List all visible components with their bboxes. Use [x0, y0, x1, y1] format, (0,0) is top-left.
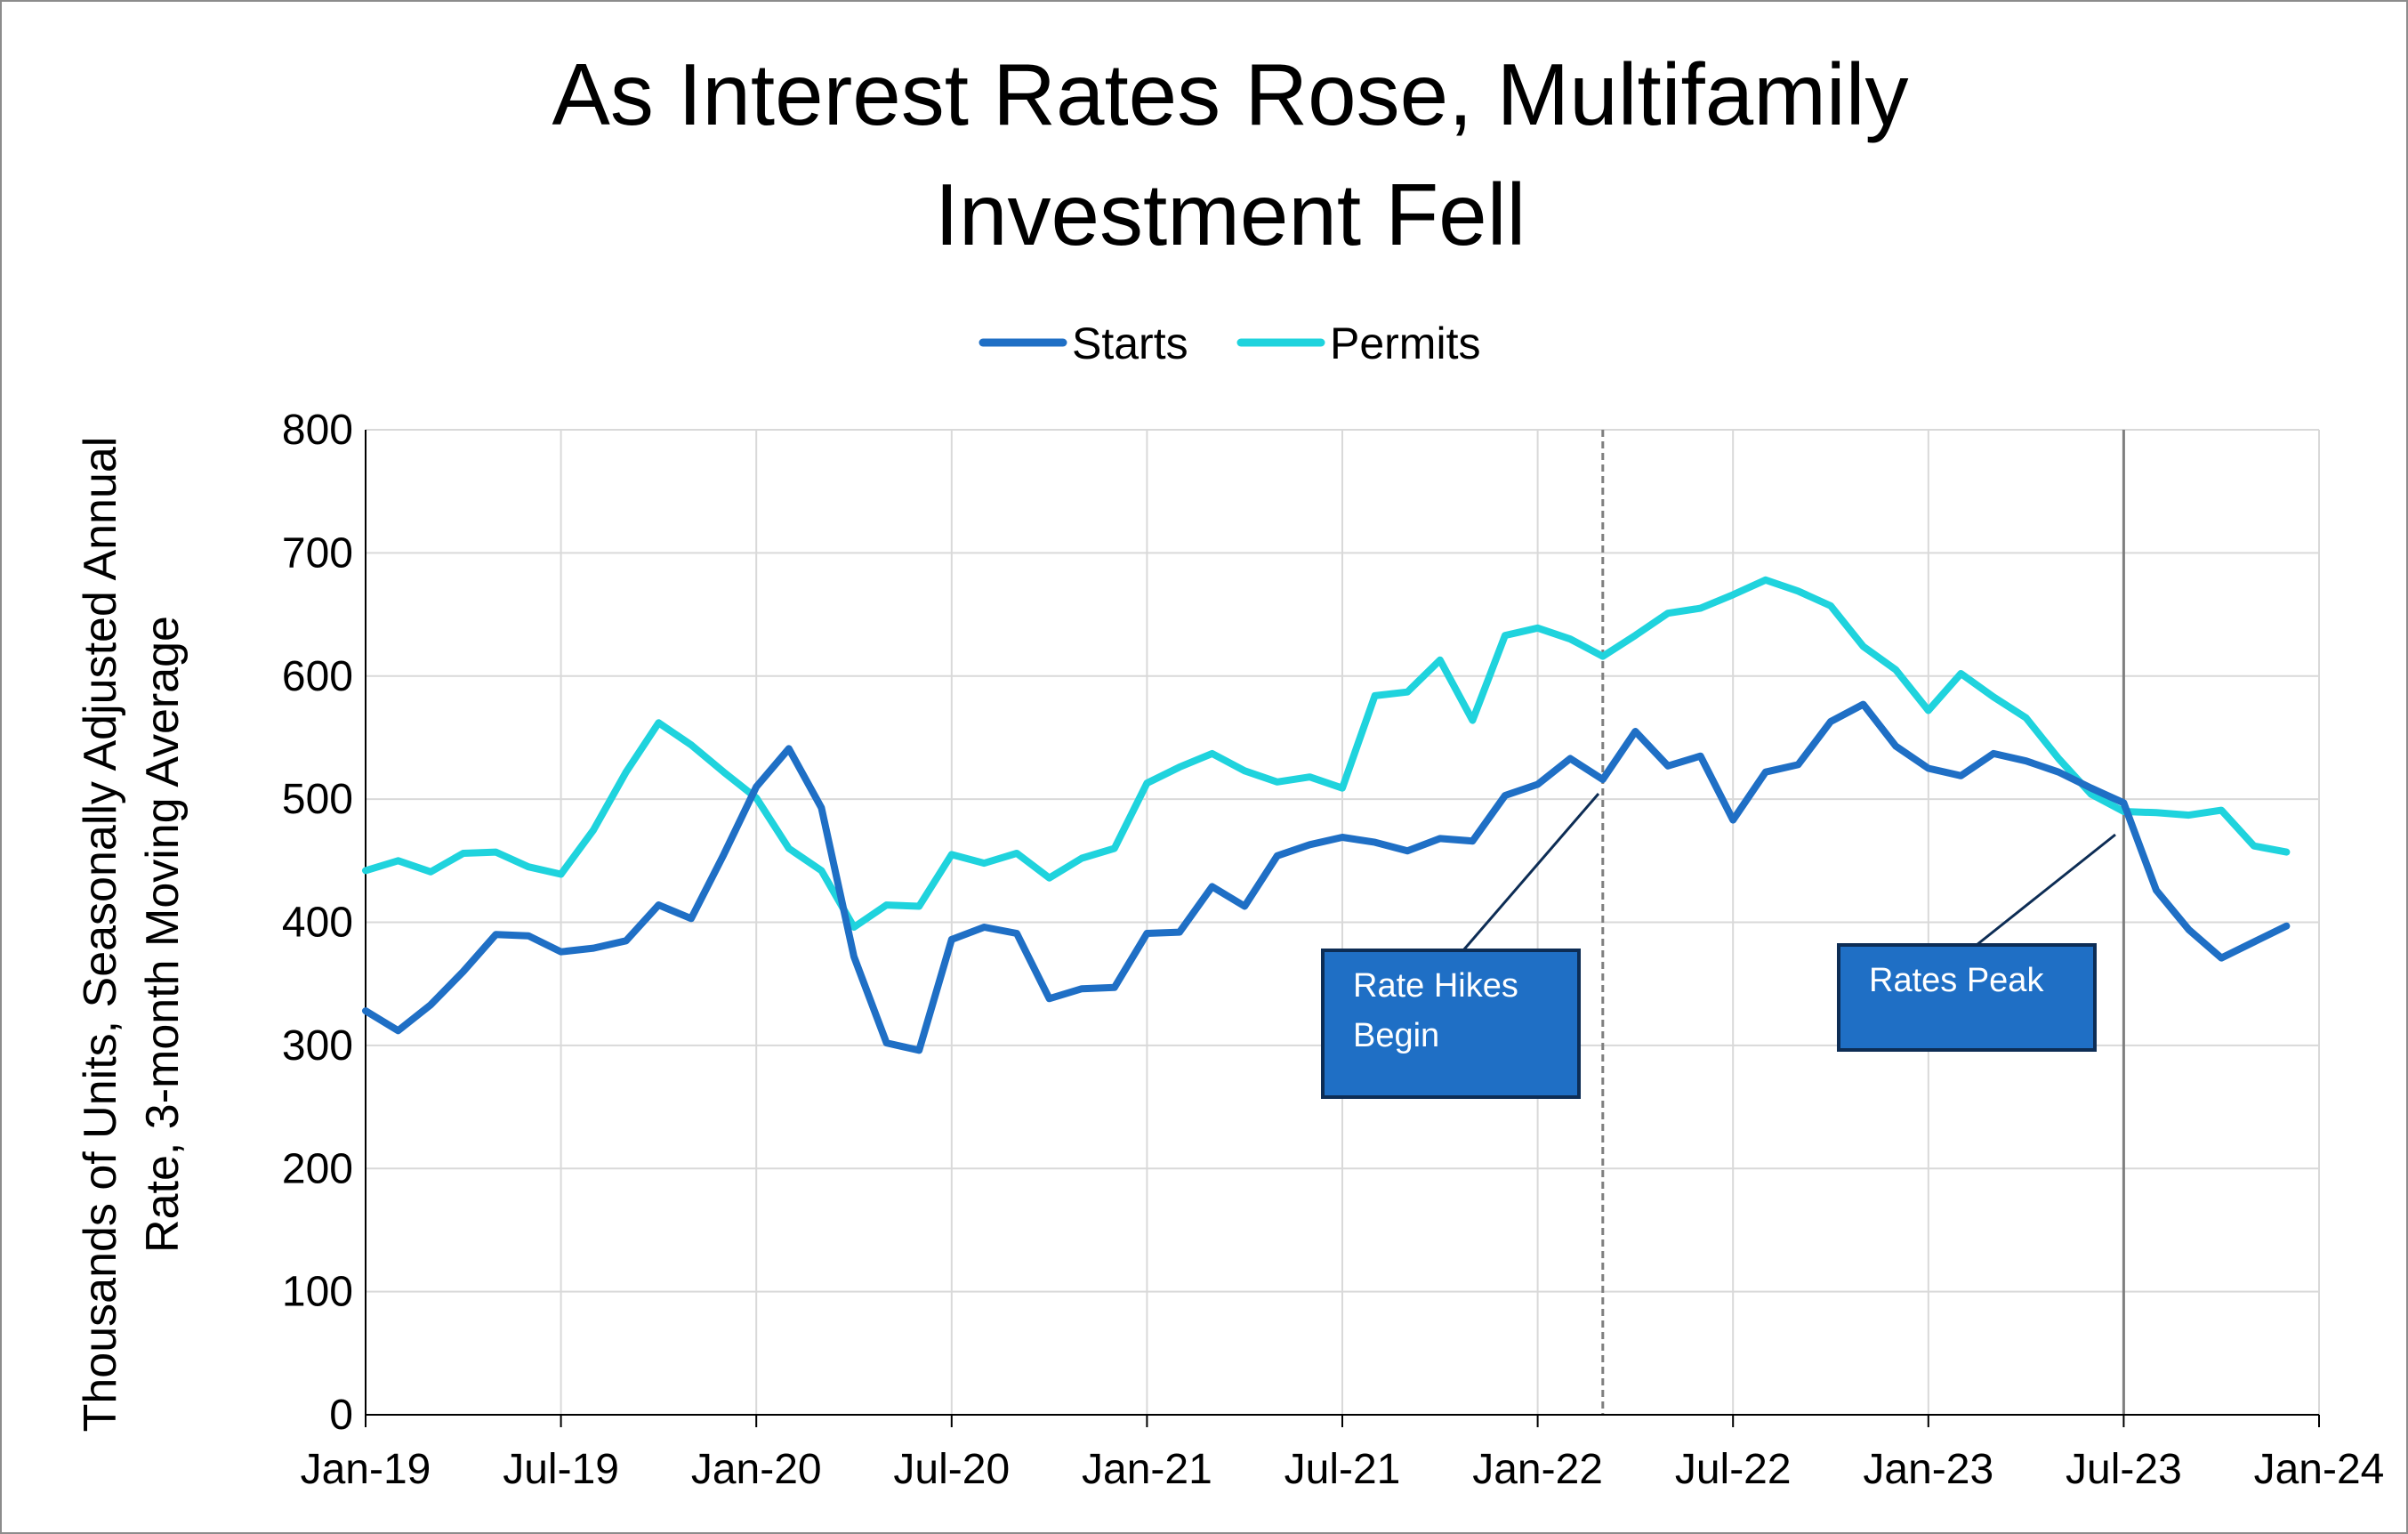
- annotation-text-1: Rate Hikes: [1353, 967, 1518, 1005]
- y-tick-label: 300: [282, 1022, 353, 1070]
- x-tick-labels: Jan-19 Jul-19 Jan-20 Jul-20 Jan-21 Jul-21 Jan-…: [301, 1446, 2385, 1493]
- x-tick-label: Jan-22: [1472, 1446, 1603, 1493]
- series-line-starts: [362, 700, 2291, 1054]
- event-markers: [1601, 430, 2125, 1415]
- annotation-leader-1: [1462, 793, 1600, 951]
- series-line-permits: [362, 576, 2291, 931]
- annotations: Rate Hikes Begin Rates Peak: [1321, 793, 2116, 1099]
- x-tick-label: Jul-23: [2066, 1446, 2182, 1493]
- chart-title-line-1: As Interest Rates Rose, Multifamily: [552, 45, 1909, 143]
- y-axis-title-line-2: Rate, 3-month Moving Average: [137, 616, 189, 1253]
- annotation-text-2: Rates Peak: [1869, 962, 2044, 999]
- annotation-box-2: [1837, 943, 2097, 1052]
- y-tick-label: 700: [282, 529, 353, 577]
- y-tick-label: 600: [282, 653, 353, 700]
- legend-label-starts: Starts: [1072, 319, 1188, 368]
- y-axis-title-line-1: Thousands of Units, Seasonally Adjusted …: [75, 437, 126, 1433]
- axes: [365, 430, 2320, 1427]
- annotation-box-1: [1321, 949, 1581, 1099]
- gridlines: [366, 429, 2320, 1415]
- x-tick-label: Jul-20: [893, 1446, 1010, 1493]
- x-tick-label: Jan-24: [2254, 1446, 2385, 1493]
- annotation-text-1: Begin: [1353, 1017, 1439, 1054]
- y-axis-title: Thousands of Units, Seasonally Adjusted …: [75, 437, 189, 1433]
- x-tick-label: Jan-20: [691, 1446, 822, 1493]
- y-tick-label: 800: [282, 407, 353, 454]
- x-tick-label: Jan-23: [1863, 1446, 1993, 1493]
- y-tick-label: 500: [282, 776, 353, 823]
- y-tick-labels: 0 100 200 300 400 500 600 700 800: [282, 407, 353, 1439]
- annotation-leader-2: [1976, 833, 2116, 947]
- y-tick-label: 0: [329, 1392, 353, 1439]
- legend-label-permits: Permits: [1330, 319, 1480, 368]
- x-tick-label: Jan-19: [301, 1446, 431, 1493]
- y-tick-label: 100: [282, 1269, 353, 1316]
- chart-title-line-2: Investment Fell: [935, 166, 1526, 263]
- x-tick-label: Jan-21: [1082, 1446, 1212, 1493]
- x-tick-label: Jul-19: [503, 1446, 619, 1493]
- x-tick-label: Jul-21: [1285, 1446, 1401, 1493]
- x-tick-label: Jul-22: [1675, 1446, 1792, 1493]
- y-tick-label: 200: [282, 1145, 353, 1192]
- y-tick-label: 400: [282, 900, 353, 947]
- legend: Starts Permits: [979, 319, 1480, 368]
- series-lines: [362, 576, 2291, 1054]
